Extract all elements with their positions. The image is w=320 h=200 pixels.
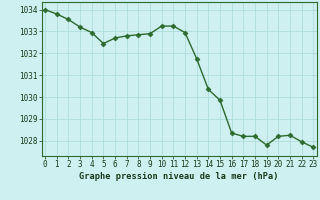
X-axis label: Graphe pression niveau de la mer (hPa): Graphe pression niveau de la mer (hPa) [79,172,279,181]
